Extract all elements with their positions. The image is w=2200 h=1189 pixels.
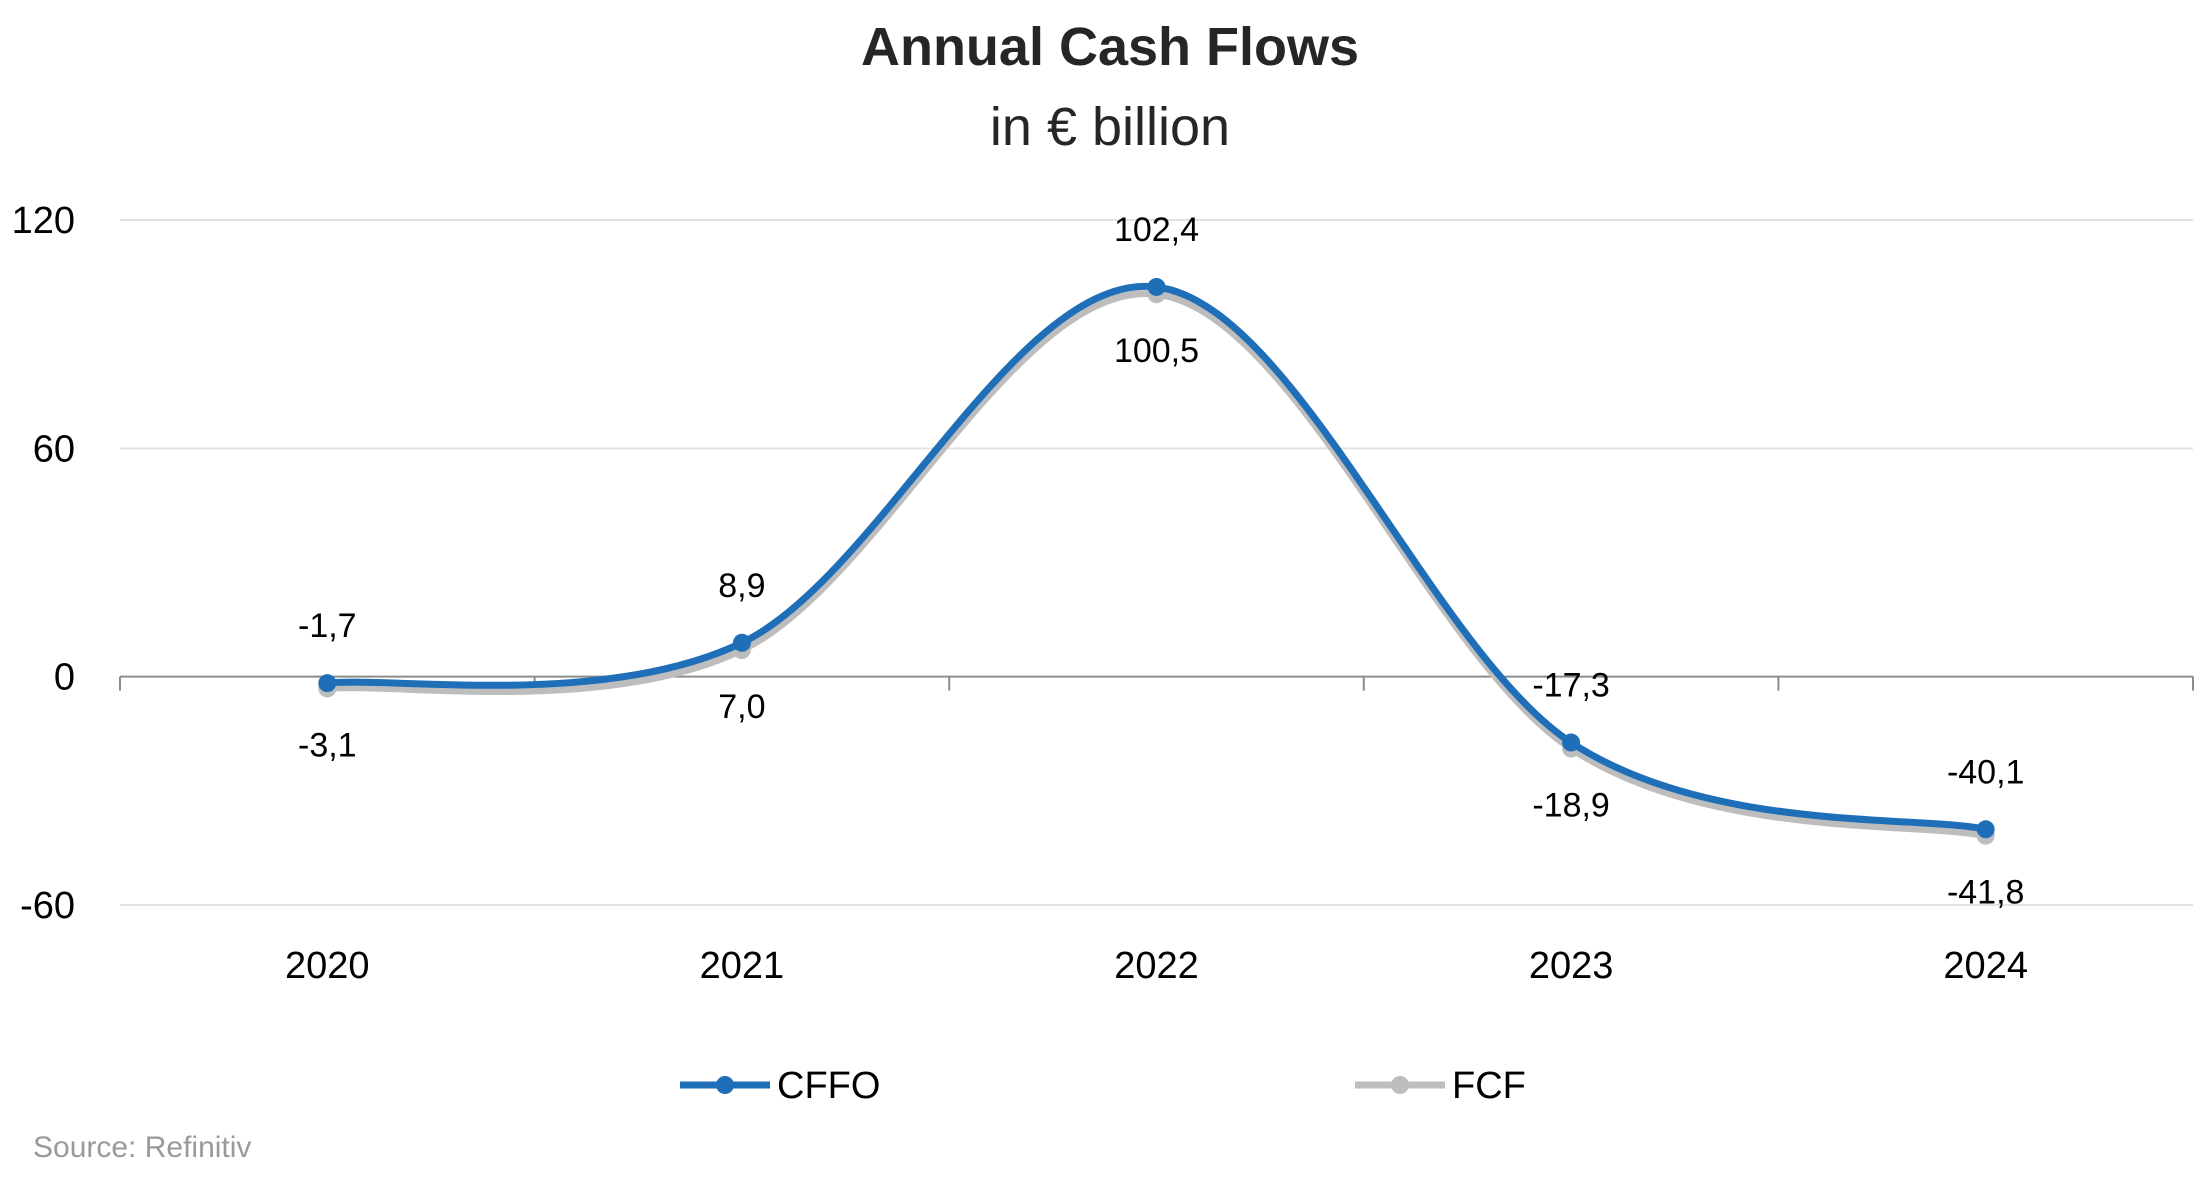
legend-label: CFFO [777,1065,880,1107]
data-label-cffo: -1,7 [298,607,357,645]
source-note: Source: Refinitiv [33,1131,251,1164]
legend-swatch-marker [716,1076,734,1094]
x-tick-label: 2023 [1529,945,1614,987]
chart-subtitle: in € billion [990,97,1230,157]
data-point-cffo [1147,277,1166,296]
data-label-fcf: 7,0 [718,688,765,726]
legend-item-cffo: CFFO [680,1065,880,1107]
y-tick-label: 0 [54,657,75,699]
x-axis: 2020 2021 2022 2023 2024 [119,675,2194,987]
series-lines [318,277,1995,845]
x-tick-label: 2021 [700,945,785,987]
legend-label: FCF [1452,1065,1526,1107]
data-label-fcf: -41,8 [1947,874,2025,912]
data-label-cffo: 102,4 [1114,211,1199,249]
data-point-cffo [318,674,337,693]
data-point-cffo [1976,820,1995,839]
x-tick-label: 2024 [1943,945,2028,987]
data-label-cffo: -17,3 [1532,667,1610,705]
legend: CFFO FCF [680,1065,1526,1107]
data-label-fcf: -3,1 [298,726,357,764]
gridlines [120,219,2193,906]
data-labels: -1,7 8,9 102,4 -17,3 -40,1 -3,1 7,0 100,5 -18,9 -… [298,211,2024,912]
data-label-fcf: 100,5 [1114,332,1199,370]
legend-item-fcf: FCF [1355,1065,1526,1107]
y-tick-label: -60 [20,885,75,927]
series-cffo [318,277,1995,839]
data-label-fcf: -18,9 [1532,787,1610,825]
data-label-cffo: -40,1 [1947,753,2025,791]
data-label-cffo: 8,9 [718,567,765,605]
series-line-fcf [323,290,1990,840]
data-point-cffo [1562,733,1581,752]
y-tick-label: 60 [33,428,75,470]
legend-swatch-marker [1391,1076,1409,1094]
x-tick-label: 2020 [285,945,370,987]
chart-title: Annual Cash Flows [861,17,1359,77]
x-tick-label: 2022 [1114,945,1199,987]
data-point-cffo [732,633,751,652]
y-tick-label: 120 [12,200,75,242]
y-axis-ticks: -60 0 60 120 [12,200,75,927]
